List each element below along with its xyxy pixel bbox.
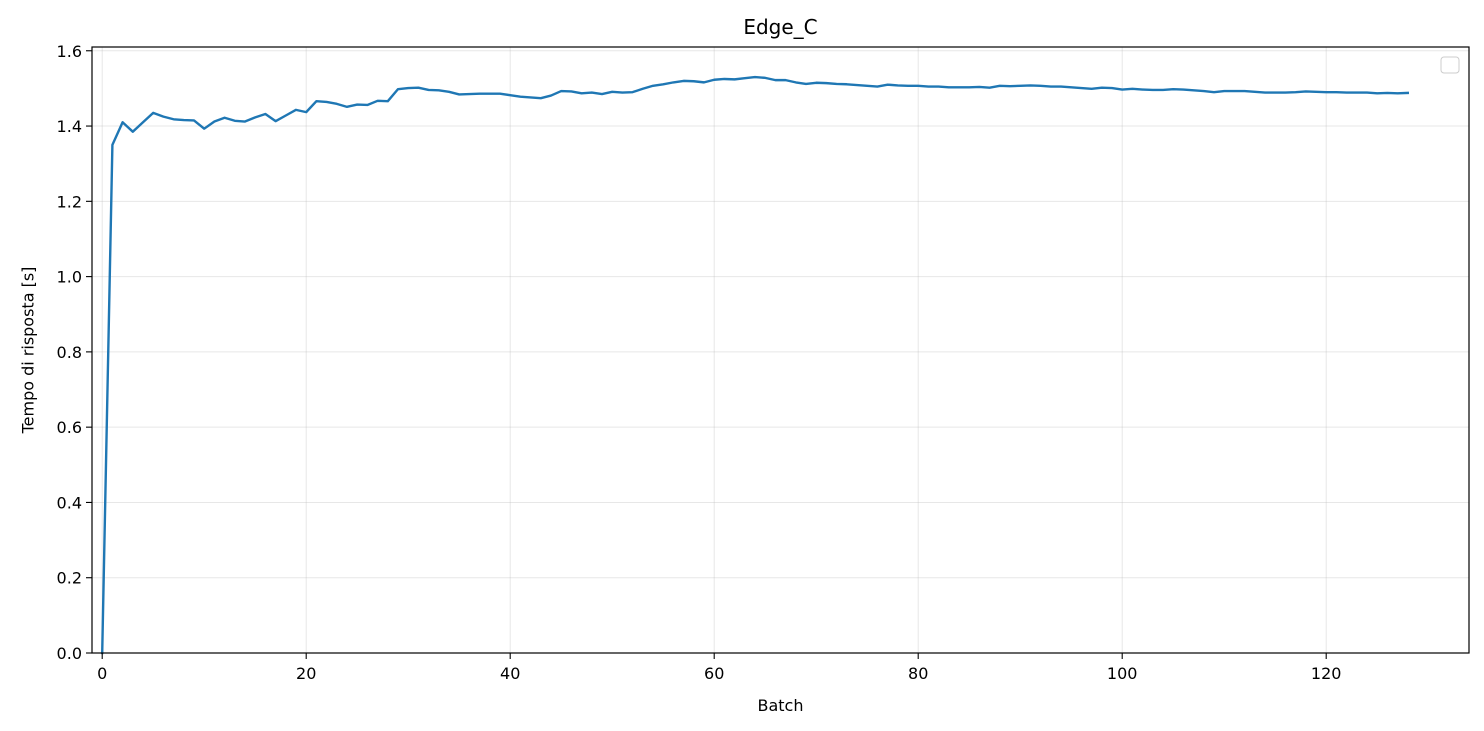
y-tick-label: 0.2	[57, 569, 82, 588]
y-tick-label: 0.8	[57, 343, 82, 362]
y-tick-label: 0.4	[57, 493, 82, 512]
x-tick-label: 80	[908, 664, 928, 683]
y-axis-label: Tempo di risposta [s]	[19, 267, 38, 435]
y-tick-label: 0.6	[57, 418, 82, 437]
series-line	[100, 75, 1410, 655]
y-tick-label: 1.2	[57, 192, 82, 211]
chart-title: Edge_C	[743, 15, 817, 39]
legend-box	[1440, 56, 1460, 74]
x-tick-label: 100	[1107, 664, 1138, 683]
x-tick-label: 20	[296, 664, 316, 683]
x-tick-label: 40	[500, 664, 520, 683]
ticks: 0 20 40 60 80 100 120 0.0 0.2 0.4 0.6 0.8 1.0 1.2 1.4 1…	[57, 42, 1342, 683]
x-tick-label: 120	[1311, 664, 1342, 683]
x-axis-label: Batch	[758, 696, 804, 715]
series-layer	[100, 75, 1410, 655]
y-tick-label: 1.0	[57, 268, 82, 287]
x-tick-label: 60	[704, 664, 724, 683]
y-tick-label: 0.0	[57, 644, 82, 663]
grid	[92, 47, 1469, 654]
x-tick-label: 0	[97, 664, 107, 683]
y-tick-label: 1.6	[57, 42, 82, 61]
plot-frame	[91, 46, 1470, 654]
y-tick-label: 1.4	[57, 117, 82, 136]
